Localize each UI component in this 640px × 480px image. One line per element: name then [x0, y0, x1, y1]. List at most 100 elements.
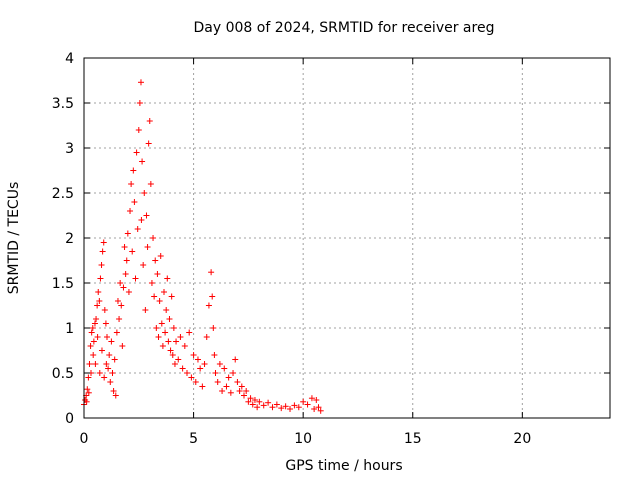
data-point [265, 399, 272, 406]
data-point [132, 275, 139, 282]
data-point [104, 334, 111, 340]
data-point [227, 389, 234, 396]
x-tick-label: 5 [189, 431, 198, 447]
x-tick-label: 10 [294, 431, 312, 447]
data-point [146, 118, 153, 124]
data-point [209, 293, 216, 300]
data-point [300, 398, 307, 405]
data-point [291, 402, 298, 409]
data-point [223, 383, 230, 390]
data-point [103, 361, 110, 367]
data-point [127, 208, 134, 214]
data-point [94, 334, 101, 340]
data-point [269, 404, 276, 411]
data-point [117, 280, 124, 286]
data-point [317, 407, 324, 414]
data-point [177, 334, 184, 340]
data-point [171, 361, 178, 367]
data-point [92, 361, 99, 367]
y-tick-label: 2.5 [52, 186, 74, 202]
data-point [188, 374, 195, 381]
data-point [225, 374, 232, 381]
data-point [91, 320, 98, 327]
data-point [136, 100, 143, 106]
data-point [83, 398, 90, 405]
data-point [152, 257, 159, 264]
data-point [139, 158, 146, 165]
data-point [99, 248, 106, 255]
data-point [181, 343, 188, 349]
data-point [205, 302, 212, 309]
data-point [173, 338, 180, 345]
data-point [130, 167, 137, 174]
data-point [240, 392, 247, 399]
data-point [203, 334, 210, 340]
y-tick-label: 1.5 [52, 276, 74, 292]
data-point [138, 217, 145, 223]
data-point [131, 199, 138, 205]
data-point [197, 365, 204, 372]
data-point [90, 338, 97, 345]
data-point [121, 244, 128, 250]
data-point [156, 298, 163, 304]
data-point [85, 389, 92, 396]
data-point [122, 271, 129, 277]
data-point [93, 316, 100, 322]
x-tick-label: 0 [80, 431, 89, 447]
data-points [81, 79, 324, 414]
data-point [254, 404, 261, 411]
data-point [256, 398, 263, 405]
data-point [236, 388, 243, 394]
data-point [144, 244, 151, 250]
data-point [123, 257, 130, 264]
data-point [151, 293, 158, 300]
data-point [101, 374, 108, 381]
data-point [219, 388, 226, 394]
data-point [315, 404, 322, 411]
data-point [90, 352, 97, 358]
data-point [86, 361, 93, 367]
data-point [192, 379, 199, 385]
data-point [287, 406, 294, 412]
data-point [110, 388, 117, 394]
data-point [100, 239, 107, 246]
data-point [148, 280, 155, 286]
data-point [134, 226, 141, 232]
data-point [114, 298, 121, 304]
data-point [221, 365, 228, 372]
data-point [106, 352, 113, 358]
data-point [108, 338, 115, 345]
data-point [137, 79, 144, 86]
data-point [295, 404, 302, 411]
data-point [304, 401, 311, 408]
data-point [245, 398, 252, 405]
data-point [96, 370, 103, 376]
data-point [164, 275, 171, 282]
y-tick-label: 4 [65, 51, 74, 67]
data-point [105, 365, 112, 372]
data-point [251, 397, 258, 403]
data-point [243, 388, 250, 394]
data-point [260, 402, 267, 409]
data-point [119, 343, 126, 349]
data-point [95, 289, 102, 295]
data-point [311, 406, 318, 412]
data-point [249, 401, 256, 408]
data-point [84, 386, 91, 393]
data-point [145, 140, 152, 147]
data-point [186, 329, 193, 336]
data-point [313, 397, 320, 403]
data-point [155, 334, 162, 340]
data-point [89, 325, 96, 331]
data-point [201, 361, 208, 367]
data-point [212, 370, 219, 376]
data-point [232, 356, 239, 363]
data-point [87, 343, 94, 349]
data-point [169, 352, 176, 358]
data-point [282, 403, 289, 410]
data-point [143, 212, 150, 219]
axis-ticks: 0 5 10 15 20 0 0.5 1 1.5 2 2.5 3 3.5 4 [52, 51, 610, 447]
y-axis-label: SRMTID / TECUs [6, 182, 22, 295]
data-point [88, 329, 95, 336]
